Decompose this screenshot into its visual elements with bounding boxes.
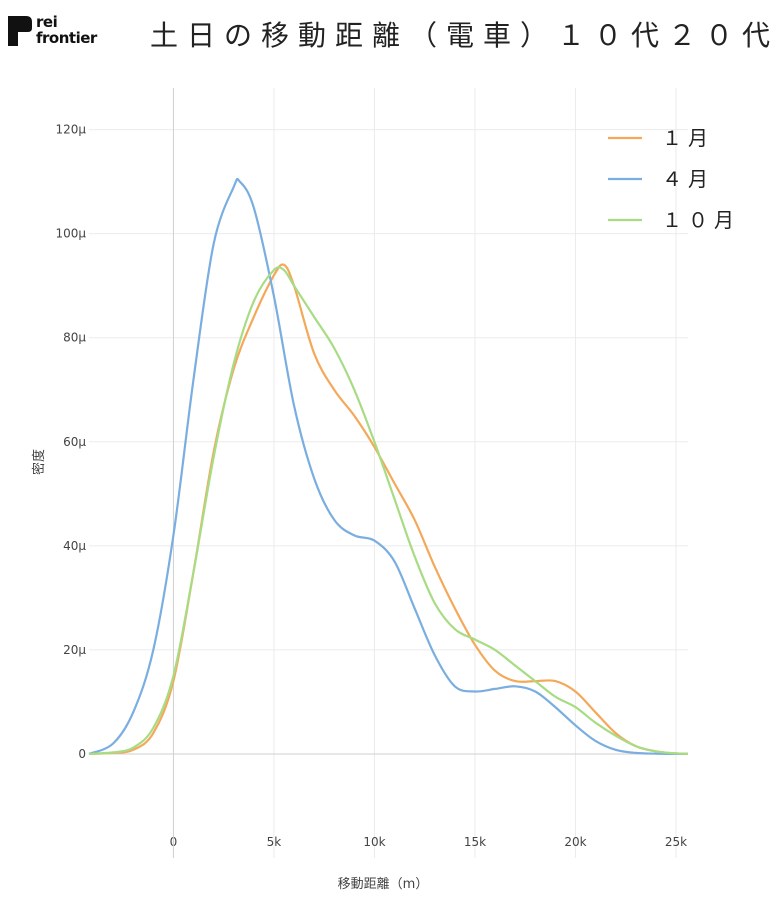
series-line-2	[88, 177, 689, 756]
grid	[89, 88, 688, 858]
x-tick-label: 25k	[665, 835, 687, 849]
legend-label-2: ４月	[662, 167, 714, 191]
logo-line-2: frontier	[36, 29, 97, 47]
y-tick-label: 100μ	[55, 227, 86, 241]
series-group	[88, 177, 689, 756]
legend-label-3: １０月	[662, 208, 740, 232]
y-tick-label: 0	[78, 747, 86, 761]
logo-mark-icon	[8, 16, 32, 46]
y-tick-label: 20μ	[63, 643, 86, 657]
x-tick-label: 15k	[464, 835, 486, 849]
y-tick-label: 80μ	[63, 331, 86, 345]
y-tick-label: 40μ	[63, 539, 86, 553]
series-line-3	[88, 266, 689, 755]
chart-title: 土日の移動距離（電車）１０代２０代	[150, 19, 770, 52]
y-tick-label: 120μ	[55, 123, 86, 137]
axes: 05k10k15k20k25k020μ40μ60μ80μ100μ120μ	[55, 88, 688, 858]
legend-label-1: １月	[662, 126, 714, 150]
x-axis-title: 移動距離（m）	[338, 877, 429, 892]
logo-text: rei frontier	[36, 14, 97, 46]
logo: rei frontier	[8, 12, 108, 52]
logo-line-1: rei	[36, 13, 58, 31]
x-tick-label: 20k	[564, 835, 586, 849]
y-tick-label: 60μ	[63, 435, 86, 449]
x-tick-label: 10k	[363, 835, 385, 849]
legend[interactable]: １月 ４月 １０月	[608, 126, 740, 232]
y-axis-title: 密度	[31, 449, 47, 475]
x-tick-label: 5k	[267, 835, 282, 849]
